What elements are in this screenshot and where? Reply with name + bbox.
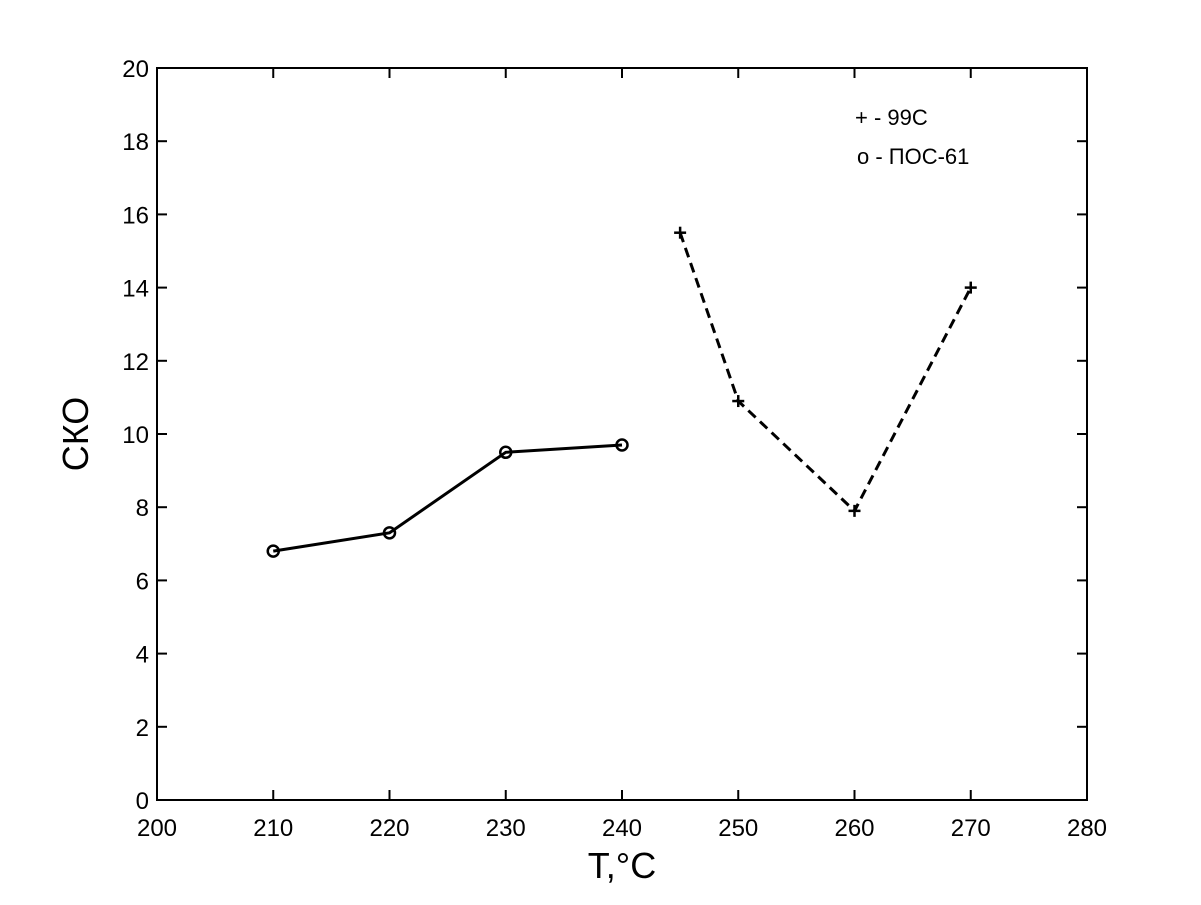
x-tick-label: 240	[602, 815, 642, 842]
y-axis-title: СКО	[55, 397, 96, 472]
data-point-plus	[848, 504, 861, 517]
x-tick-label: 220	[369, 815, 409, 842]
data-point-circle	[266, 544, 280, 558]
legend-item-99c: + - 99С	[855, 105, 928, 130]
x-axis-title: T,°C	[588, 845, 656, 886]
y-tick-label: 2	[136, 715, 149, 742]
x-tick-label: 230	[486, 815, 526, 842]
x-tick-label: 260	[834, 815, 874, 842]
x-tick-label: 280	[1067, 815, 1107, 842]
x-tick-label: 210	[253, 815, 293, 842]
data-point-plus	[674, 226, 687, 239]
plot-frame	[156, 67, 1088, 801]
data-point-circle	[615, 438, 629, 452]
x-tick-label: 200	[137, 815, 177, 842]
series-line-0	[273, 443, 623, 553]
data-point-circle	[382, 526, 397, 540]
series-line-1	[678, 232, 973, 514]
y-tick-label: 14	[122, 276, 149, 303]
data-point-plus	[964, 281, 977, 294]
y-tick-label: 10	[122, 422, 149, 449]
ticks-layer: 200 210 220 230 240 250 260 270 280 0 2 4 6 8 10 12 14 16…	[122, 56, 1107, 842]
y-tick-label: 4	[136, 642, 149, 669]
legend-item-pos-61: o - ПОС-61	[857, 144, 969, 169]
x-tick-label: 250	[718, 815, 758, 842]
y-tick-label: 8	[136, 495, 149, 522]
y-tick-label: 0	[136, 788, 149, 815]
y-tick-label: 6	[136, 568, 149, 595]
legend: + - 99С o - ПОС-61	[855, 105, 969, 169]
y-tick-label: 20	[122, 56, 149, 83]
data-point-plus	[732, 395, 745, 408]
series-layer	[266, 226, 977, 558]
data-point-circle	[499, 445, 513, 460]
y-tick-label: 18	[122, 129, 149, 156]
y-tick-label: 16	[122, 202, 149, 229]
x-tick-label: 270	[951, 815, 991, 842]
y-tick-label: 12	[122, 349, 149, 376]
